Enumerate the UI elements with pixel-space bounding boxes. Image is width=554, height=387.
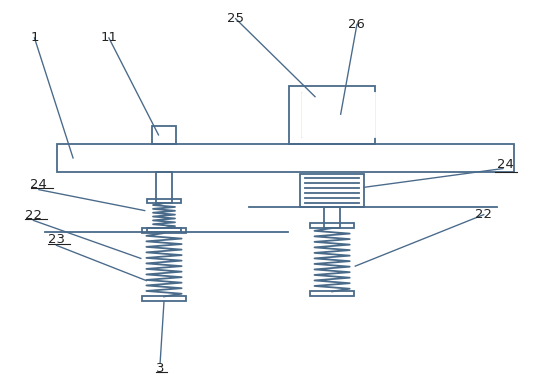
- Bar: [142, 296, 186, 301]
- Text: 1: 1: [30, 31, 39, 45]
- Text: 24: 24: [30, 178, 47, 191]
- Bar: [301, 92, 375, 137]
- Text: 25: 25: [227, 12, 244, 25]
- Bar: [147, 228, 181, 232]
- Bar: [156, 172, 172, 203]
- Text: 22: 22: [475, 208, 492, 221]
- Bar: [142, 228, 186, 233]
- Bar: [310, 291, 354, 296]
- Bar: [152, 126, 176, 144]
- Text: 24: 24: [497, 158, 514, 171]
- Bar: [325, 207, 340, 228]
- Text: 22: 22: [25, 209, 42, 221]
- Bar: [310, 223, 354, 228]
- Text: 11: 11: [100, 31, 117, 45]
- Text: 26: 26: [348, 18, 366, 31]
- Bar: [147, 199, 181, 203]
- Bar: [300, 174, 364, 207]
- Text: 3: 3: [156, 362, 165, 375]
- Text: 23: 23: [48, 233, 65, 247]
- Bar: [57, 144, 514, 172]
- Bar: [289, 86, 375, 144]
